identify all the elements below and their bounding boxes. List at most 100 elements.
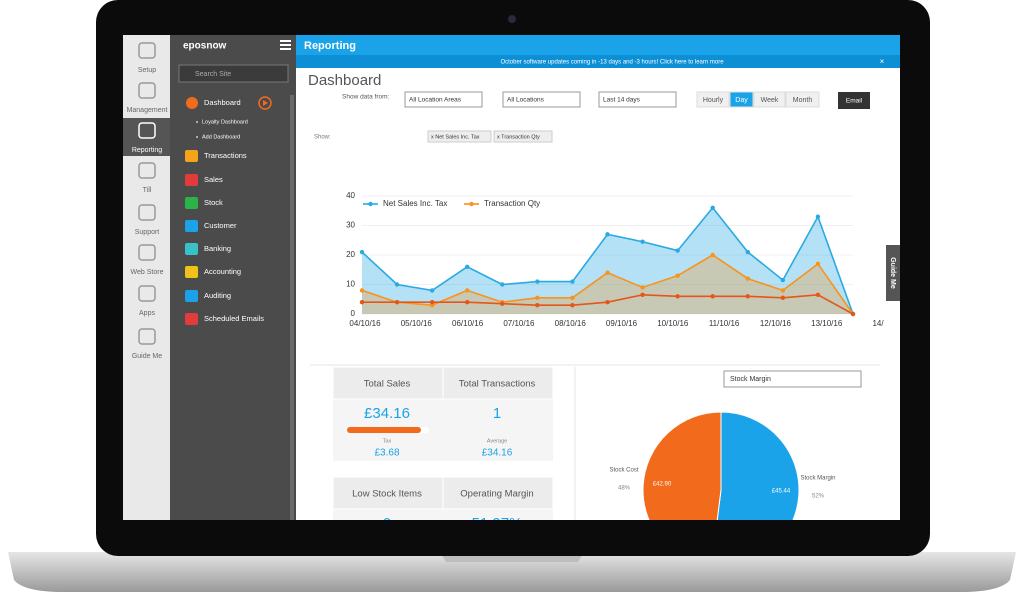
data-point bbox=[675, 294, 680, 299]
nav-item[interactable]: Banking bbox=[204, 244, 231, 253]
card-title: Total Transactions bbox=[459, 379, 536, 390]
filter-select[interactable] bbox=[598, 91, 677, 108]
data-point bbox=[815, 214, 821, 219]
filter-select[interactable] bbox=[404, 91, 483, 108]
pie-slice[interactable] bbox=[711, 411, 800, 568]
nav-items: Dashboard Transactions Sales Stock Customer B… bbox=[185, 96, 272, 325]
slice-amount: £45.44 bbox=[772, 489, 791, 495]
period-button[interactable] bbox=[753, 91, 786, 108]
nav-item[interactable]: Scheduled Emails bbox=[204, 314, 264, 323]
guide-tab[interactable] bbox=[886, 245, 901, 301]
data-point bbox=[570, 279, 575, 284]
slice-amount: £42.90 bbox=[653, 482, 672, 488]
controls: All Location Areas All Locations Last 14 d… bbox=[404, 91, 870, 143]
close-notice[interactable]: × bbox=[880, 57, 885, 66]
card-sub-label: Tax bbox=[383, 438, 392, 444]
menu-icon[interactable] bbox=[280, 40, 291, 50]
nav-item[interactable]: Dashboard bbox=[204, 98, 241, 107]
pie-chart: £42.90 Stock Cost 48% £45.44 Stock Margin 52% bbox=[609, 411, 836, 568]
x-tick-label: 05/10/16 bbox=[401, 319, 433, 328]
data-point bbox=[640, 285, 645, 290]
x-tick-label: 07/10/16 bbox=[503, 319, 535, 328]
data-point bbox=[394, 282, 400, 287]
nav-item[interactable]: Customer bbox=[204, 221, 237, 230]
pie-slice[interactable] bbox=[642, 411, 722, 567]
data-point bbox=[640, 292, 645, 298]
nav-item[interactable]: Auditing bbox=[204, 291, 231, 300]
data-point bbox=[359, 249, 365, 255]
rail-label[interactable]: Support bbox=[135, 229, 160, 236]
rail-label[interactable]: Setup bbox=[138, 67, 156, 74]
data-point bbox=[500, 282, 505, 287]
rail-icon[interactable] bbox=[138, 82, 156, 99]
x-tick-label: 11/10/16 bbox=[709, 319, 740, 328]
period-button[interactable] bbox=[729, 91, 754, 108]
nav-item[interactable]: Transactions bbox=[204, 151, 247, 160]
data-point bbox=[500, 301, 505, 306]
email-button[interactable] bbox=[838, 92, 870, 109]
slice-label: Stock Margin bbox=[800, 476, 835, 482]
notice-bar[interactable] bbox=[296, 55, 900, 68]
data-point bbox=[570, 302, 575, 308]
data-point bbox=[675, 248, 680, 253]
series-tag-text: x Transaction Qty bbox=[497, 134, 540, 140]
logo: eposnow bbox=[183, 41, 227, 52]
rail-icon[interactable] bbox=[138, 285, 156, 302]
filter-select[interactable] bbox=[502, 91, 581, 108]
rail-icon[interactable] bbox=[138, 42, 156, 59]
x-tick-label: 10/10/16 bbox=[657, 319, 689, 328]
nav-sub-item[interactable]: Add Dashboard bbox=[202, 134, 240, 140]
data-point bbox=[745, 249, 750, 255]
data-point bbox=[605, 232, 610, 237]
search-box[interactable] bbox=[178, 64, 289, 83]
search-placeholder: Search Site bbox=[195, 71, 231, 78]
x-tick-label: 14/ bbox=[872, 319, 884, 328]
card-value: £34.16 bbox=[364, 405, 410, 422]
nav-sub-item[interactable]: Loyalty Dashboard bbox=[202, 119, 248, 125]
rail-label[interactable]: Management bbox=[127, 107, 168, 114]
period-button[interactable] bbox=[785, 91, 820, 108]
nav-item[interactable]: Sales bbox=[204, 175, 223, 184]
series-tag[interactable] bbox=[493, 130, 553, 143]
rail-label[interactable]: Web Store bbox=[131, 269, 164, 276]
rail-items: Setup Management Reporting Till Support Web S… bbox=[123, 42, 170, 360]
nav-item[interactable]: Stock bbox=[204, 198, 223, 207]
legend-dot bbox=[368, 201, 373, 207]
rail-icon[interactable] bbox=[138, 204, 156, 221]
nav-item[interactable]: Accounting bbox=[204, 267, 241, 276]
nav-icon bbox=[185, 266, 198, 278]
period-label: Week bbox=[761, 97, 779, 104]
play-icon[interactable] bbox=[258, 96, 272, 110]
data-point bbox=[359, 300, 365, 305]
series-tag[interactable] bbox=[427, 130, 492, 143]
rail-icon[interactable] bbox=[138, 162, 156, 179]
period-label: Month bbox=[793, 97, 813, 104]
data-point bbox=[465, 288, 470, 293]
period-label: Hourly bbox=[703, 97, 724, 104]
card-sub-value: £34.16 bbox=[482, 448, 513, 459]
legend-label[interactable]: Transaction Qty bbox=[484, 199, 540, 208]
nav-icon bbox=[186, 97, 198, 109]
card-title: Low Stock Items bbox=[352, 489, 422, 500]
screen: Setup Management Reporting Till Support Web S… bbox=[123, 35, 901, 568]
y-tick-label: 20 bbox=[346, 250, 355, 259]
camera bbox=[508, 15, 516, 23]
card-title: Total Sales bbox=[364, 379, 411, 390]
rail-icon[interactable] bbox=[138, 328, 156, 345]
rail-icon[interactable] bbox=[138, 122, 156, 139]
data-point bbox=[570, 295, 575, 300]
data-point bbox=[429, 288, 435, 293]
rail-label[interactable]: Reporting bbox=[132, 147, 162, 154]
pie-selector[interactable] bbox=[723, 370, 862, 388]
rail-label[interactable]: Apps bbox=[139, 310, 155, 317]
data-point bbox=[535, 295, 540, 300]
notice[interactable]: October software updates coming in -13 d… bbox=[500, 60, 724, 66]
rail-icon[interactable] bbox=[138, 244, 156, 261]
rail-label[interactable]: Guide Me bbox=[132, 353, 162, 360]
x-tick-label: 04/10/16 bbox=[349, 319, 381, 328]
legend-label[interactable]: Net Sales Inc. Tax bbox=[383, 199, 447, 208]
rail-label[interactable]: Till bbox=[143, 187, 152, 194]
filter-value: All Locations bbox=[507, 97, 545, 104]
period-button[interactable] bbox=[696, 91, 730, 108]
